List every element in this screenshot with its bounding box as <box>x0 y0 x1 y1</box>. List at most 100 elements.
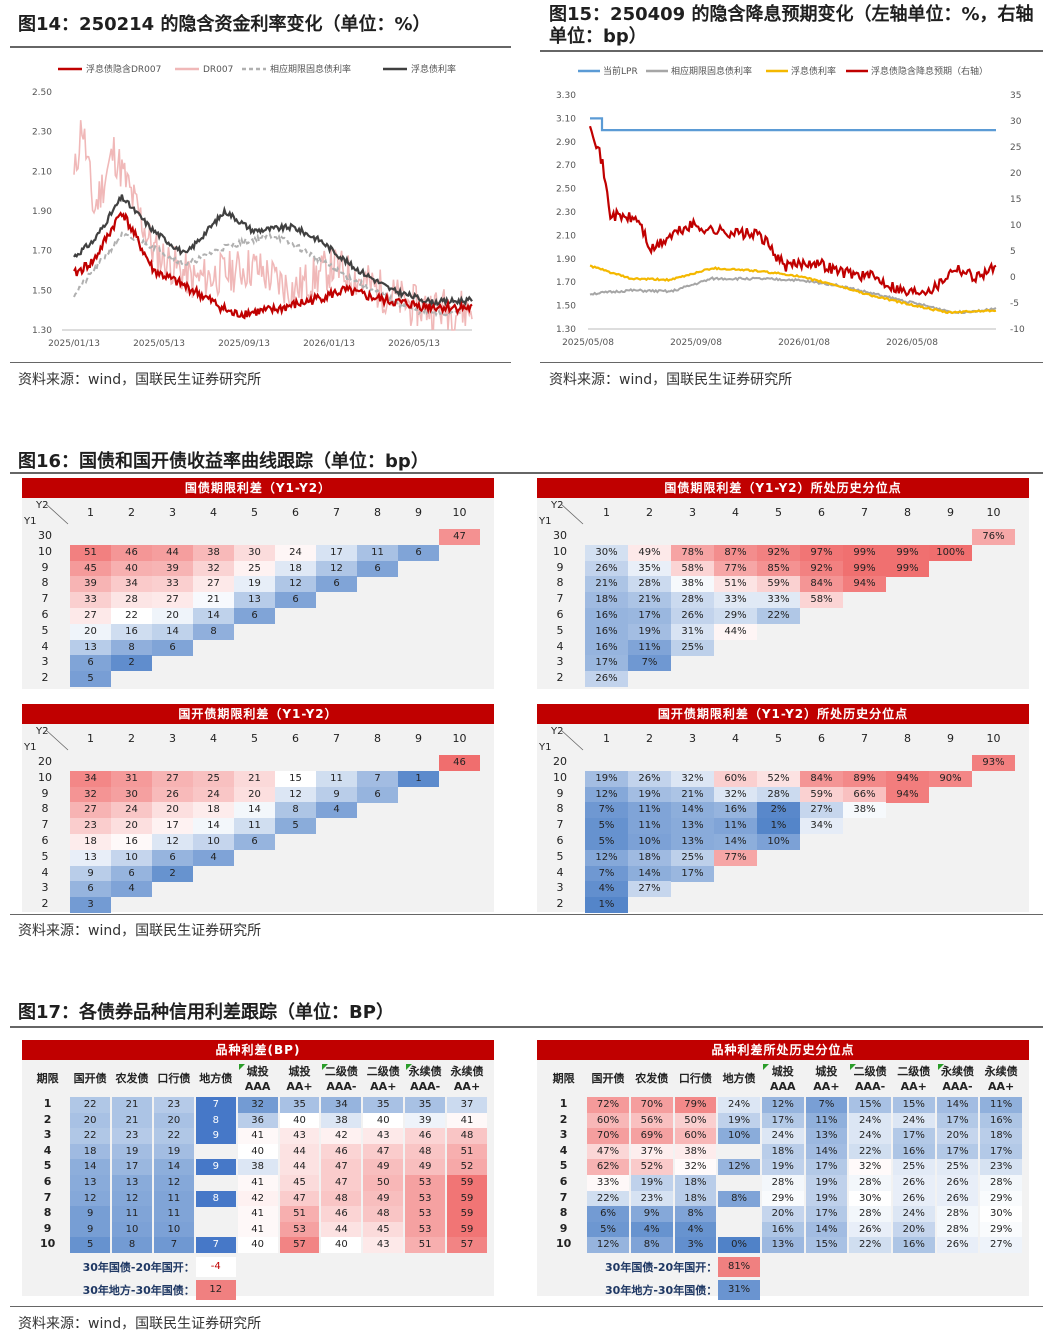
column-header-line: 地方债 <box>722 1072 756 1085</box>
column-header-line: 二级债 <box>853 1065 887 1078</box>
spread-cell: 8 <box>193 623 234 640</box>
credit-spread-cell: 26% <box>936 1237 979 1254</box>
credit-spread-cell: 8% <box>674 1206 717 1223</box>
row-header: 8 <box>556 802 564 816</box>
credit-spread-cell: 17% <box>980 1143 1022 1160</box>
credit-spread-cell: 7% <box>805 1097 848 1113</box>
credit-spread-cell: 8 <box>195 1112 236 1129</box>
spread-cell: 17 <box>152 818 193 835</box>
credit-spread-cell: 14% <box>805 1221 848 1238</box>
spread-cell: 18 <box>70 834 111 850</box>
spread-cell: 24 <box>111 802 152 819</box>
fig15-title: 图15：250409 的隐含降息预期变化（左轴单位：%，右轴单位：bp） <box>549 4 1034 47</box>
spread-cell: 59% <box>800 786 843 803</box>
spread-cell: 1% <box>757 818 800 835</box>
row-header: 7 <box>556 818 564 832</box>
cdb-spread-table: 国开债期限利差（Y1-Y2） Y2 Y1 1 2 3 4 5 6 7 8 9 10 20 46 10 34 31 2… <box>22 704 494 914</box>
credit-spread-cell: 17% <box>936 1112 979 1129</box>
row-header: 5 <box>41 623 49 637</box>
fig14-series-dr007 <box>73 120 473 331</box>
spread-cell: 40 <box>111 560 152 577</box>
row-header: 20 <box>553 755 567 768</box>
spread-cell: 30 <box>234 544 275 561</box>
credit-spread-cell: 46 <box>321 1143 362 1160</box>
credit-spread-cell: 48 <box>363 1206 404 1223</box>
credit-spread-cell: 19 <box>153 1143 194 1160</box>
spread-cell: 8 <box>275 802 316 819</box>
column-header-line: 永续债 <box>450 1065 484 1078</box>
credit-spread-cell: 15% <box>892 1097 935 1113</box>
column-header: 7 <box>861 506 868 519</box>
spread-cell: 28% <box>757 786 800 803</box>
spread-cell: 6 <box>275 592 316 609</box>
row-header: 20 <box>38 755 52 768</box>
spread-cell: 11% <box>628 818 671 835</box>
credit-spread-cell: 0% <box>718 1237 760 1254</box>
row-header: 5 <box>41 849 49 863</box>
credit-spread-cell: 72% <box>587 1097 629 1113</box>
spread-cell: 58% <box>671 560 714 577</box>
fig15-legend-label: 当前LPR <box>603 65 638 77</box>
column-header-rating: AA+ <box>286 1080 313 1093</box>
column-header-line: 永续债 <box>408 1065 442 1078</box>
fig14-legend-label: 相应期限固息债利率 <box>270 63 351 75</box>
credit-spread-cell: 53 <box>405 1175 446 1191</box>
column-header: 永续债 AAA- <box>404 1064 446 1094</box>
row-header: 2 <box>556 671 564 685</box>
spread-cell: 2 <box>152 865 193 882</box>
row-header: 30 <box>553 529 567 542</box>
credit-spread-cell: 44 <box>321 1221 362 1238</box>
column-header-line: 国开债 <box>591 1072 625 1085</box>
spread-cell: 19% <box>585 770 628 787</box>
credit-spread-cell: 24% <box>892 1112 935 1129</box>
spread-cell: 25% <box>671 639 714 656</box>
fig14-source: 资料来源：wind，国联民生证券研究所 <box>18 372 262 388</box>
credit-spread-cell: 9 <box>70 1206 111 1223</box>
treasury-spread-table: 国债期限利差（Y1-Y2） Y2 Y1 1 2 3 4 5 6 7 8 9 10 30 47 10 51 46 44… <box>22 478 494 689</box>
spread-cell: 23 <box>70 818 111 835</box>
credit-spread-cell: 37% <box>630 1143 673 1160</box>
spread-cell: 3 <box>70 897 111 914</box>
credit-spread-cell: 20 <box>70 1112 111 1129</box>
credit-spread-cell: 34 <box>321 1097 362 1113</box>
credit-spread-cell: 59 <box>447 1175 487 1191</box>
credit-spread-cell: 17% <box>892 1128 935 1145</box>
fig16-bottom-rule <box>10 914 1043 915</box>
spread-cell: 30 <box>111 786 152 803</box>
spread-cell: 99% <box>886 560 929 577</box>
credit-spread-cell: 25% <box>892 1159 935 1176</box>
fig15-y2tick: 15 <box>1010 195 1021 205</box>
credit-spread-cell: 16% <box>761 1221 804 1238</box>
credit-spread-cell: 28% <box>849 1175 891 1191</box>
spread-cell: 4 <box>316 802 357 819</box>
credit-spread-cell: 35 <box>363 1097 404 1113</box>
column-header: 3 <box>689 732 696 745</box>
credit-spread-cell: 39 <box>405 1112 446 1129</box>
fig15-ytick: 2.50 <box>556 185 576 195</box>
fig15-series-floating-bond <box>589 264 997 315</box>
column-header: 8 <box>904 506 911 519</box>
credit-spread-cell: 9 <box>195 1128 236 1145</box>
credit-spread-cell: 47% <box>587 1143 629 1160</box>
table-header: 国开债期限利差（Y1-Y2） <box>22 704 494 724</box>
column-header: 6 <box>818 506 825 519</box>
credit-spread-cell: 49 <box>405 1159 446 1176</box>
credit-spread-cell: 8 <box>112 1237 152 1254</box>
spread-cell: 27 <box>152 592 193 609</box>
spread-cell: 90% <box>929 770 972 787</box>
credit-spread-cell: 53 <box>405 1221 446 1238</box>
credit-spread-cell: 26% <box>849 1221 891 1238</box>
fig15-source: 资料来源：wind，国联民生证券研究所 <box>549 372 793 388</box>
credit-spread-cell: 41 <box>237 1221 278 1238</box>
credit-spread-cell: 37 <box>447 1097 487 1113</box>
spread-cell: 12 <box>275 786 316 803</box>
fig14-ytick: 1.30 <box>32 326 52 336</box>
column-header: 7 <box>333 732 340 745</box>
spread-cell: 9 <box>70 865 111 882</box>
credit-spread-cell: 21 <box>112 1112 152 1129</box>
column-header-line: 期限 <box>552 1072 575 1085</box>
spread-cell: 27 <box>152 770 193 787</box>
credit-spread-cell: 47 <box>321 1159 362 1176</box>
spread-cell: 11% <box>628 639 671 656</box>
spread-cell: 60% <box>714 770 757 787</box>
